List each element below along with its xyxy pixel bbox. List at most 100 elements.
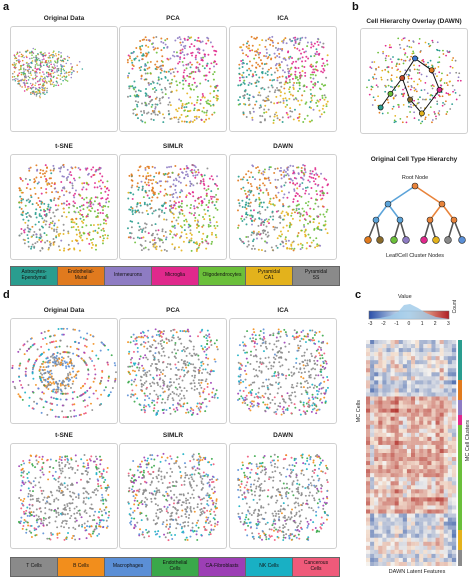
scatter-point — [199, 182, 202, 185]
scatter-point — [61, 484, 64, 486]
scatter-point — [208, 71, 211, 74]
scatter-point — [303, 223, 305, 226]
scatter-point — [132, 350, 135, 353]
scatter-point — [157, 66, 160, 69]
scatter-point — [55, 355, 58, 357]
scatter-point — [250, 383, 252, 386]
scatter-point — [141, 231, 144, 233]
scatter-point — [49, 81, 51, 83]
scatter-point — [38, 92, 40, 95]
scatter-point — [210, 175, 213, 178]
scatter-point — [55, 360, 58, 363]
scatter-point — [47, 71, 50, 74]
scatter-point — [266, 97, 269, 100]
scatter-point — [63, 75, 65, 77]
scatter-point — [317, 43, 320, 46]
scatter-point — [249, 217, 252, 220]
scatter-point — [242, 344, 245, 347]
scatter-point — [282, 57, 285, 60]
scatter-point — [101, 496, 104, 499]
scatter-point — [249, 182, 252, 185]
scatter-point — [134, 86, 137, 89]
scatter-point — [79, 386, 82, 389]
scatter-point — [39, 209, 42, 212]
scatter-point — [22, 525, 25, 528]
scatter-point — [159, 340, 162, 343]
scatter-point — [32, 47, 35, 50]
scatter-point — [276, 167, 279, 170]
scatter-point — [185, 233, 188, 236]
legend-item: Microglia — [152, 267, 199, 285]
scatter-point — [92, 230, 95, 233]
scatter-point — [101, 514, 104, 517]
scatter-point — [99, 223, 102, 226]
scatter-point — [65, 366, 68, 369]
scatter-point — [300, 386, 303, 389]
scatter-point — [84, 344, 86, 347]
scatter-point — [306, 362, 309, 365]
scatter-point — [213, 111, 216, 114]
scatter-point — [44, 337, 47, 340]
scatter-point — [158, 360, 161, 363]
scatter-point — [43, 208, 45, 211]
scatter-point — [239, 84, 242, 87]
scatter-point — [291, 217, 294, 220]
scatter-point — [301, 182, 304, 185]
scatter-point — [27, 79, 30, 81]
scatter-point — [177, 394, 180, 397]
scatter-point — [146, 358, 149, 361]
scatter-point — [13, 71, 16, 73]
scatter-point — [321, 357, 324, 360]
scatter-point — [273, 71, 276, 74]
scatter-point — [146, 395, 149, 397]
scatter-point — [318, 408, 321, 411]
scatter-point — [298, 334, 301, 337]
legend-item: Pyramidal CA1 — [246, 267, 293, 285]
scatter-point — [88, 242, 91, 245]
scatter-point — [69, 171, 72, 174]
scatter-point — [141, 44, 144, 47]
scatter-point — [143, 369, 146, 372]
scatter-point — [321, 189, 324, 192]
scatter-point — [68, 173, 71, 176]
scatter-point — [37, 221, 40, 223]
scatter-point — [253, 57, 256, 60]
scatter-point — [98, 511, 101, 513]
scatter-point — [287, 70, 290, 73]
scatter-point — [251, 216, 254, 219]
scatter-point — [39, 233, 42, 236]
scatter-point — [37, 515, 40, 518]
scatter-point — [278, 75, 281, 78]
scatter-point — [162, 412, 165, 414]
scatter-point — [274, 89, 277, 92]
scatter-point — [259, 357, 262, 360]
scatter-point — [100, 393, 103, 396]
scatter-point — [181, 190, 184, 193]
scatter-point — [319, 346, 322, 349]
scatter-point — [162, 369, 165, 372]
scatter-point — [108, 393, 111, 396]
scatter-point — [69, 345, 72, 348]
scatter-point — [314, 202, 317, 205]
scatter-point — [79, 168, 82, 171]
scatter-point — [141, 390, 144, 392]
scatter-point — [63, 384, 66, 387]
scatter-point — [308, 245, 311, 248]
scatter-point — [257, 48, 259, 51]
scatter-point — [18, 379, 21, 382]
scatter-point — [305, 335, 308, 338]
scatter-point — [25, 528, 28, 531]
scatter-point — [108, 514, 111, 517]
scatter-point — [212, 73, 215, 76]
scatter-point — [156, 113, 159, 116]
scatter-point — [63, 360, 66, 363]
scatter-point — [281, 240, 284, 243]
scatter-point — [43, 213, 46, 216]
scatter-point — [320, 387, 323, 390]
scatter-point — [100, 499, 103, 502]
scatter-point — [302, 338, 305, 341]
scatter-point — [81, 197, 84, 200]
scatter-point — [171, 236, 174, 239]
scatter-point — [282, 39, 285, 42]
scatter-point — [286, 82, 289, 85]
